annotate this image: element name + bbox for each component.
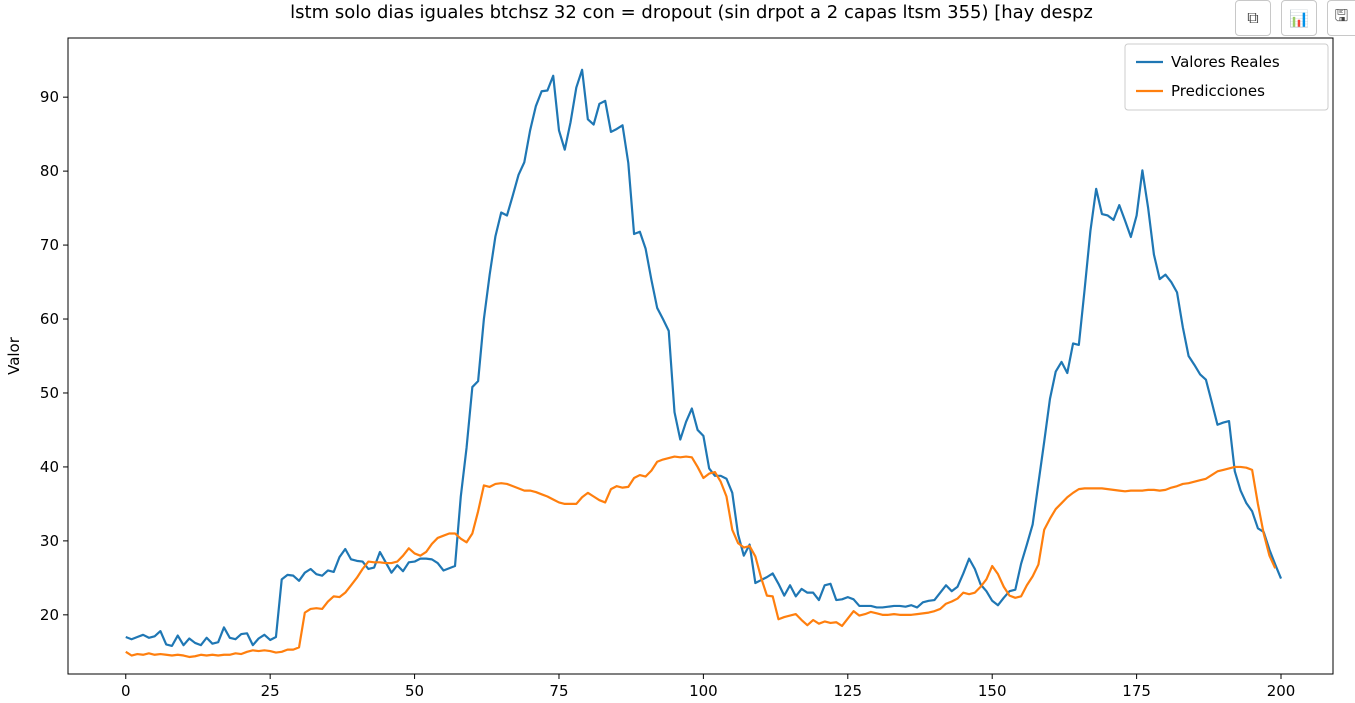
x-tick-label: 150: [978, 682, 1007, 700]
legend-box: [1124, 43, 1329, 111]
plot-area: [67, 37, 1334, 675]
x-tick-label: 75: [549, 682, 568, 700]
x-tick-label: 50: [405, 682, 424, 700]
x-tick-label: 25: [261, 682, 280, 700]
save-button[interactable]: 🖫: [1327, 0, 1355, 36]
figure-toolbar: ⧉ 📊 🖫: [1235, 0, 1355, 36]
x-tick-label: 175: [1122, 682, 1151, 700]
x-tick-label: 200: [1267, 682, 1296, 700]
y-axis: 20 30 40 50 60 70 80 90: [40, 88, 68, 624]
legend-label-predicciones: Predicciones: [1171, 82, 1265, 100]
chart-title: lstm solo dias iguales btchsz 32 con = d…: [290, 2, 1093, 23]
series-layer: [125, 68, 1283, 659]
copy-button[interactable]: ⧉: [1235, 0, 1271, 36]
chart-button[interactable]: 📊: [1281, 0, 1317, 36]
legend: Valores Reales Predicciones: [1124, 43, 1329, 111]
series-line-predicciones: [125, 455, 1277, 659]
y-tick-label: 60: [40, 310, 59, 328]
y-tick-label: 30: [40, 532, 59, 550]
y-tick-label: 90: [40, 88, 59, 106]
x-tick-label: 0: [121, 682, 131, 700]
series-line-valores-reales: [125, 68, 1283, 648]
y-tick-label: 20: [40, 606, 59, 624]
y-tick-label: 50: [40, 384, 59, 402]
legend-label-valores-reales: Valores Reales: [1171, 53, 1280, 71]
copy-icon: ⧉: [1247, 8, 1259, 27]
y-axis-label: Valor: [5, 336, 23, 375]
x-axis: 0 25 50 75 100 125 150 175 200: [121, 674, 1295, 700]
y-tick-label: 80: [40, 162, 59, 180]
bar-chart-icon: 📊: [1289, 8, 1309, 28]
y-tick-label: 70: [40, 236, 59, 254]
x-tick-label: 125: [833, 682, 862, 700]
save-icon: 🖫: [1334, 5, 1349, 25]
x-tick-label: 100: [689, 682, 718, 700]
y-tick-label: 40: [40, 458, 59, 476]
